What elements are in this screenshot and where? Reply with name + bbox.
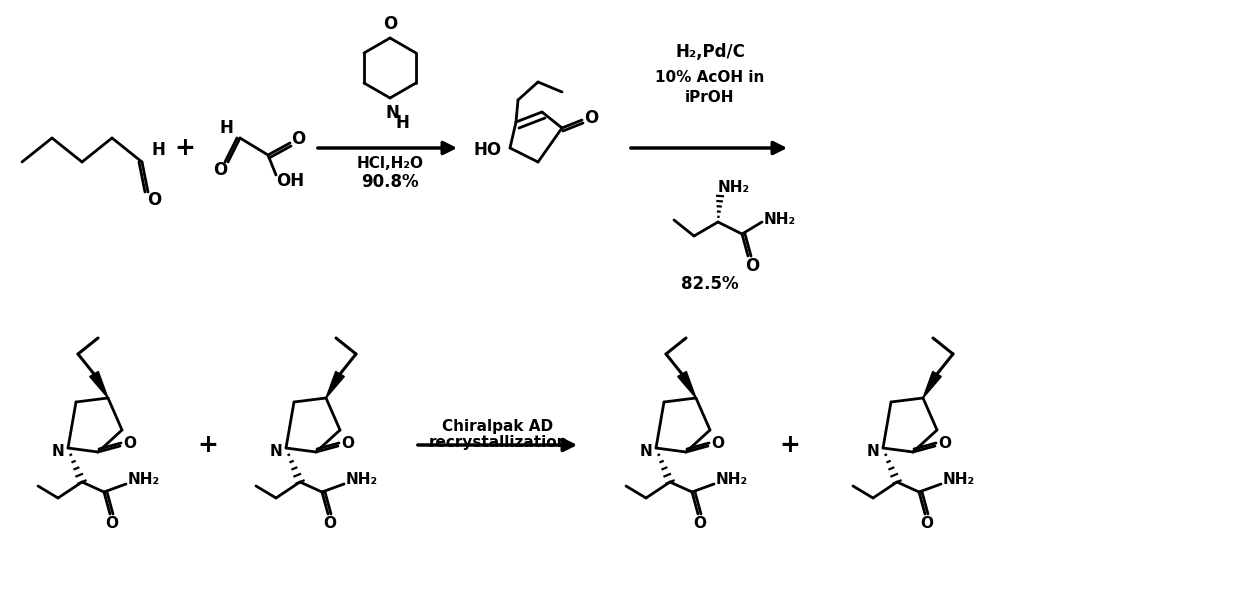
Text: +: + xyxy=(175,136,196,160)
Text: OH: OH xyxy=(276,172,304,190)
Text: 82.5%: 82.5% xyxy=(681,275,738,293)
Text: O: O xyxy=(584,109,598,127)
Text: O: O xyxy=(342,436,354,452)
Text: NH₂: NH₂ xyxy=(943,473,975,488)
Text: N: N xyxy=(385,104,399,122)
Text: O: O xyxy=(745,257,760,275)
Text: H₂,Pd/C: H₂,Pd/C xyxy=(675,43,745,61)
Polygon shape xyxy=(923,371,942,398)
Text: iPrOH: iPrOH xyxy=(685,91,735,105)
Text: O: O xyxy=(711,436,725,452)
Text: O: O xyxy=(383,15,398,33)
Text: 10% AcOH in: 10% AcOH in xyxy=(655,70,764,85)
Text: N: N xyxy=(52,445,64,460)
Text: +: + xyxy=(197,433,218,457)
Text: NH₂: NH₂ xyxy=(128,473,160,488)
Text: O: O xyxy=(291,130,305,148)
Text: recrystallization: recrystallization xyxy=(429,434,567,449)
Text: +: + xyxy=(779,433,800,457)
Text: NH₂: NH₂ xyxy=(346,473,378,488)
Text: H: H xyxy=(395,114,409,132)
Polygon shape xyxy=(326,371,344,398)
Text: NH₂: NH₂ xyxy=(716,473,748,488)
Text: N: N xyxy=(866,445,880,460)
Polygon shape xyxy=(678,371,696,398)
Text: H: H xyxy=(219,119,233,137)
Text: 90.8%: 90.8% xyxy=(362,173,419,191)
Text: Chiralpak AD: Chiralpak AD xyxy=(442,418,554,433)
Text: H: H xyxy=(151,141,165,159)
Text: O: O xyxy=(124,436,136,452)
Text: O: O xyxy=(921,517,933,532)
Text: O: O xyxy=(694,517,706,532)
Text: O: O xyxy=(147,191,161,209)
Text: O: O xyxy=(213,161,227,179)
Text: O: O xyxy=(323,517,337,532)
Text: O: O xyxy=(938,436,952,452)
Text: HO: HO xyxy=(475,141,502,159)
Text: NH₂: NH₂ xyxy=(717,181,750,195)
Text: O: O xyxy=(105,517,119,532)
Text: N: N xyxy=(639,445,653,460)
Text: N: N xyxy=(270,445,282,460)
Text: NH₂: NH₂ xyxy=(764,213,797,228)
Text: HCl,H₂O: HCl,H₂O xyxy=(357,157,424,172)
Polygon shape xyxy=(89,371,108,398)
